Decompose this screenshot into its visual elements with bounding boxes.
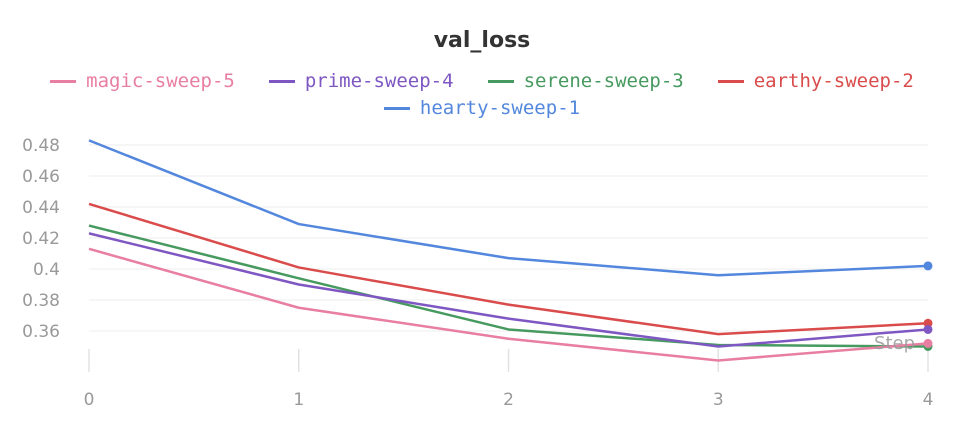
legend-label: earthy-sweep-2 — [753, 70, 914, 92]
legend-label: serene-sweep-3 — [523, 70, 684, 92]
series-line-serene-sweep-3 — [88, 224, 929, 348]
legend-item-prime-sweep-4[interactable]: prime-sweep-4 — [268, 70, 454, 92]
y-tick-label: 0.38 — [22, 291, 60, 311]
legend-label: hearty-sweep-1 — [419, 97, 581, 119]
y-tick-label: 0.42 — [22, 229, 60, 249]
x-tick-label: 1 — [293, 390, 304, 410]
x-tick-label: 2 — [503, 390, 514, 410]
legend-label: prime-sweep-4 — [304, 70, 454, 92]
y-tick-label: 0.46 — [22, 167, 60, 187]
y-tick-label: 0.44 — [22, 198, 60, 218]
legend-row-2: hearty-sweep-1 — [0, 97, 964, 119]
legend-item-magic-sweep-5[interactable]: magic-sweep-5 — [50, 70, 235, 92]
series-endpoint-magic-sweep-5 — [923, 338, 933, 348]
legend-item-earthy-sweep-2[interactable]: earthy-sweep-2 — [717, 70, 914, 92]
series-endpoint-hearty-sweep-1 — [923, 261, 933, 271]
legend-swatch — [487, 79, 514, 83]
legend-item-hearty-sweep-1[interactable]: hearty-sweep-1 — [383, 97, 581, 119]
y-tick-label: 0.4 — [33, 260, 60, 280]
y-tick-label: 0.36 — [22, 322, 60, 342]
x-tick-label: 3 — [713, 390, 724, 410]
y-tick-label: 0.48 — [22, 136, 60, 156]
legend-swatch — [717, 79, 744, 83]
legend-label: magic-sweep-5 — [86, 70, 235, 92]
legend: magic-sweep-5 prime-sweep-4 serene-sweep-3… — [0, 70, 964, 92]
series-endpoint-earthy-sweep-2 — [923, 318, 933, 328]
chart-title: val_loss — [433, 28, 531, 53]
series-line-magic-sweep-5 — [88, 247, 929, 362]
legend-swatch — [268, 79, 295, 83]
x-tick-label: 0 — [84, 390, 95, 410]
x-tick-label: 4 — [923, 390, 934, 410]
x-axis-label: Step — [874, 333, 915, 354]
series-line-prime-sweep-4 — [88, 232, 929, 348]
legend-swatch — [383, 106, 410, 110]
series-line-hearty-sweep-1 — [88, 139, 929, 277]
series-endpoint-prime-sweep-4 — [923, 324, 933, 334]
series-line-earthy-sweep-2 — [88, 202, 929, 336]
legend-item-serene-sweep-3[interactable]: serene-sweep-3 — [487, 70, 684, 92]
legend-swatch — [50, 79, 77, 83]
